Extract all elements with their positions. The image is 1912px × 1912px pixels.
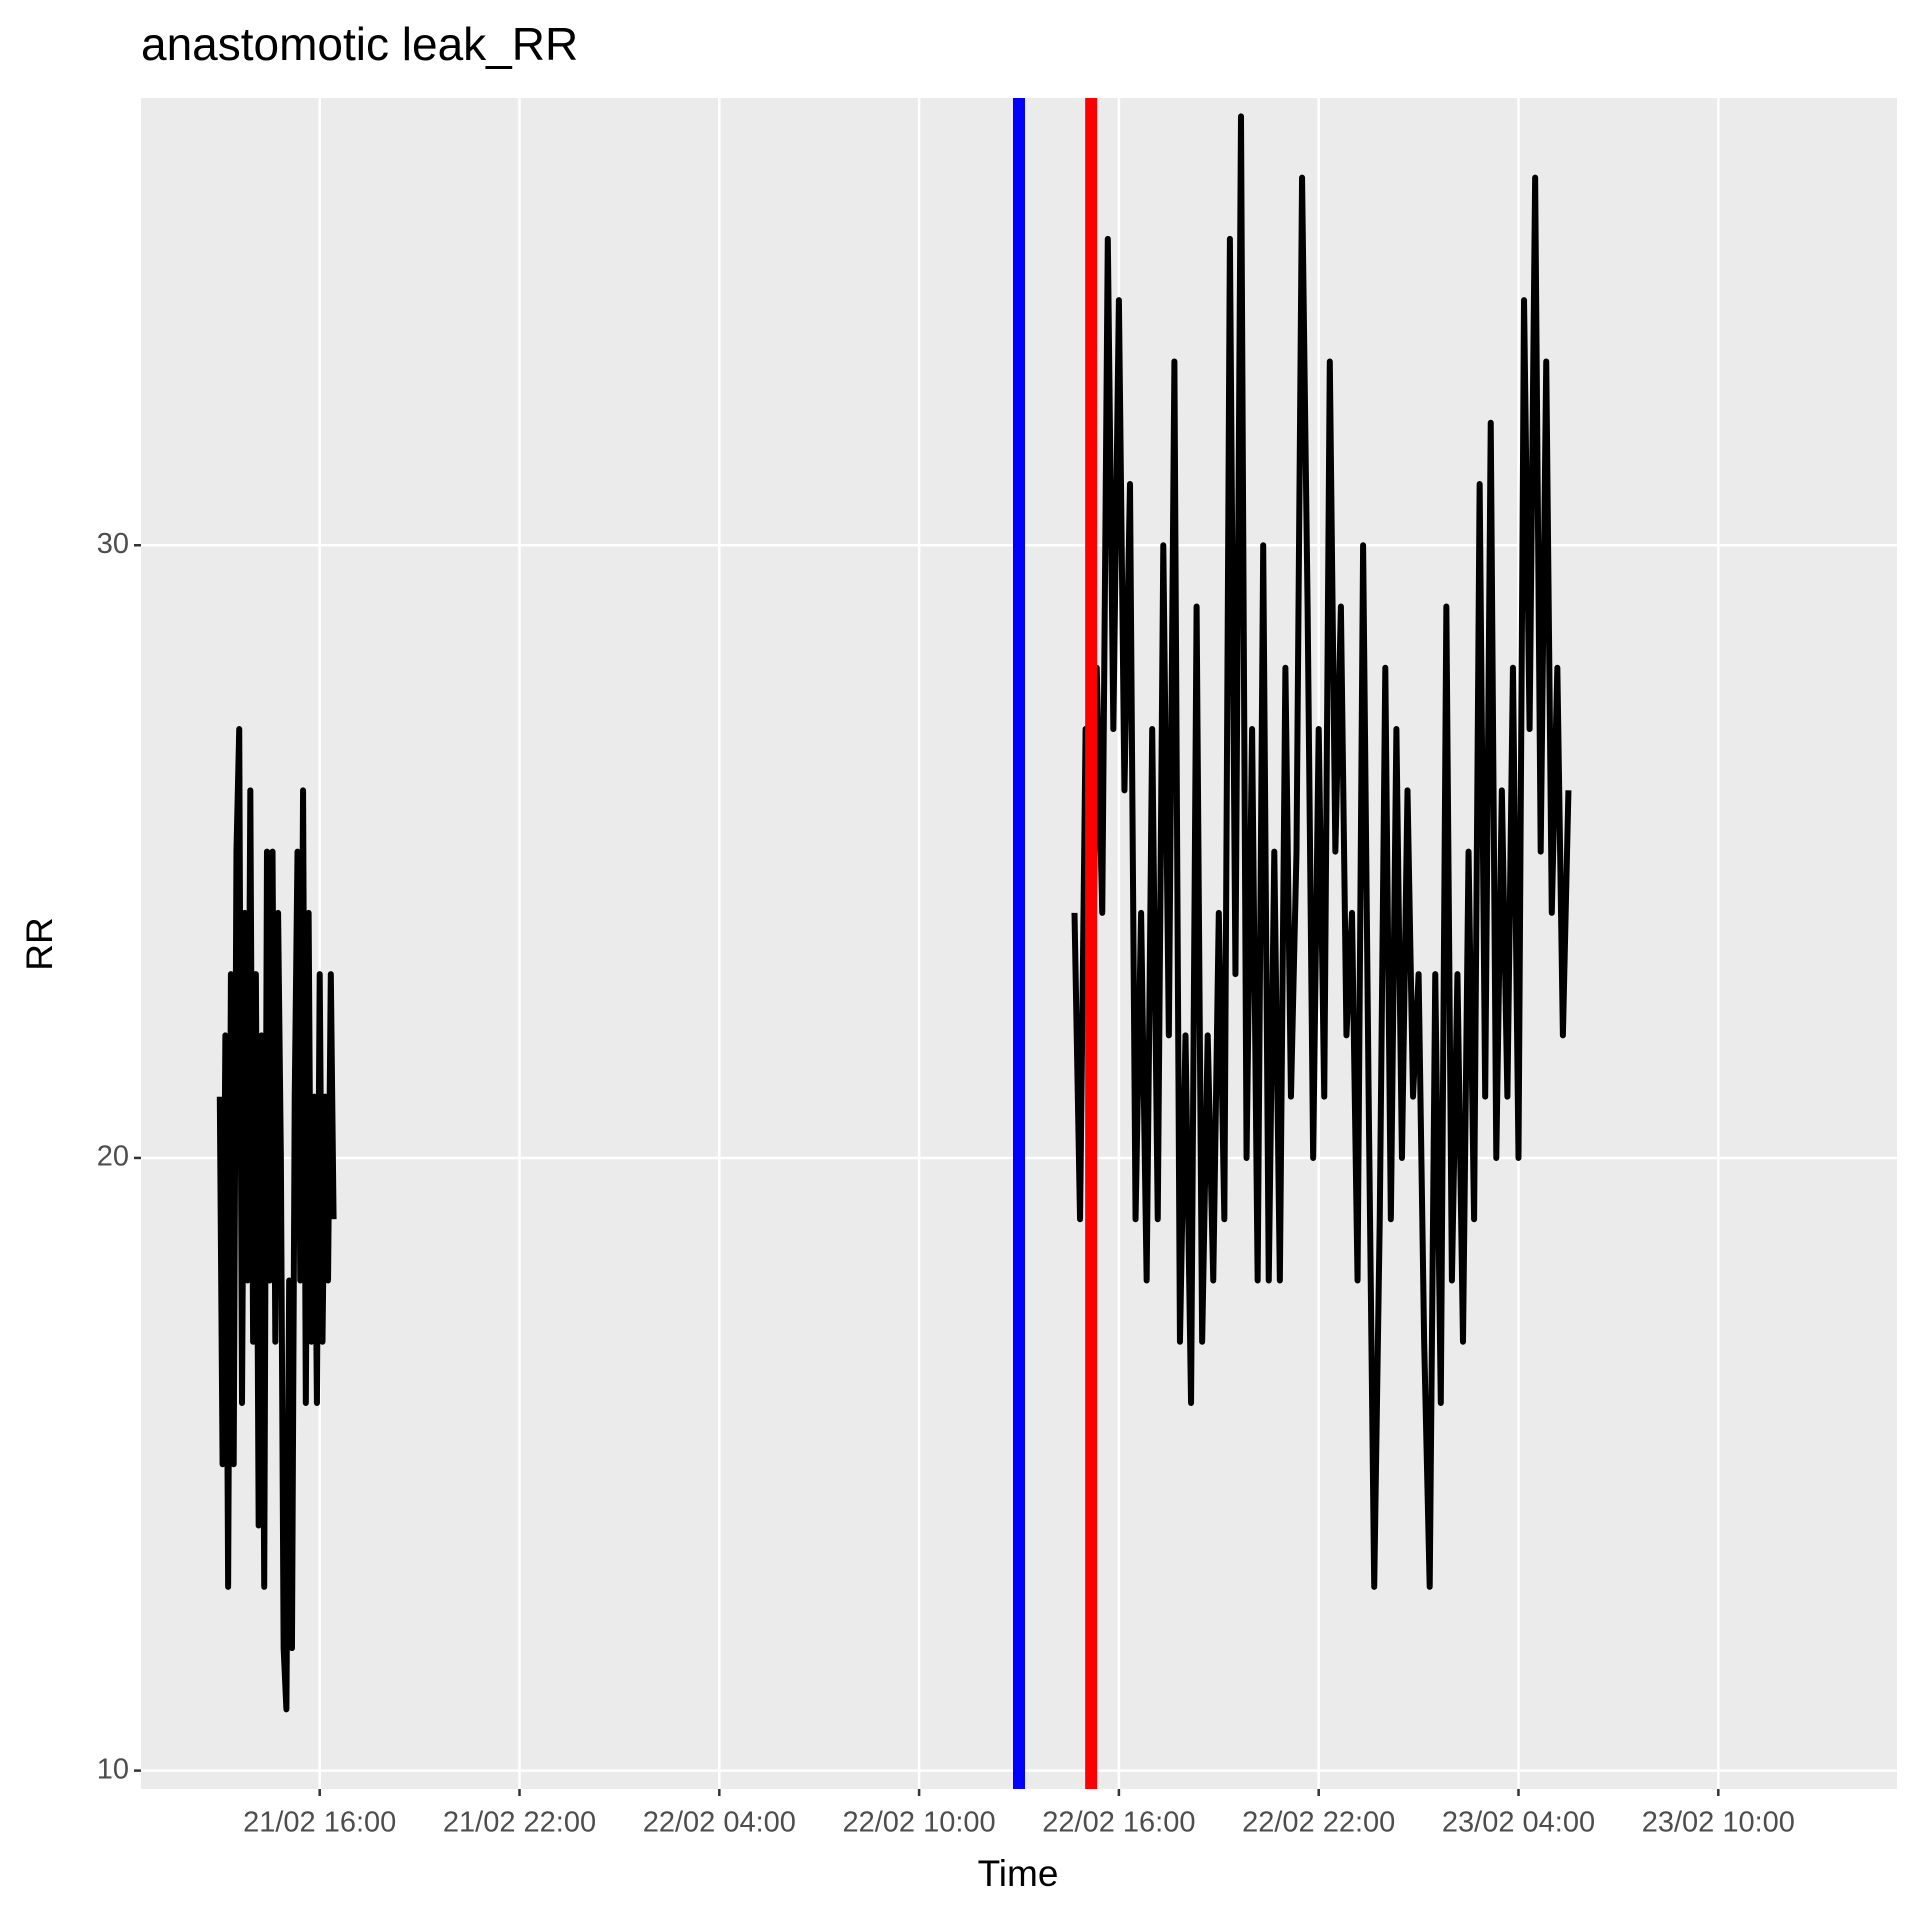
x-tick-label: 21/02 16:00 bbox=[243, 1807, 396, 1839]
x-tick-label: 23/02 04:00 bbox=[1442, 1807, 1595, 1839]
x-tick-label: 22/02 10:00 bbox=[842, 1807, 995, 1839]
x-tick-label: 22/02 22:00 bbox=[1242, 1807, 1395, 1839]
y-tick-label: 20 bbox=[97, 1141, 129, 1173]
x-tick-label: 21/02 22:00 bbox=[443, 1807, 596, 1839]
data-line bbox=[216, 113, 1572, 1713]
y-axis-label: RR bbox=[19, 917, 60, 970]
x-tick-label: 22/02 16:00 bbox=[1042, 1807, 1195, 1839]
y-tick-label: 30 bbox=[97, 528, 129, 560]
chart-title: anastomotic leak_RR bbox=[141, 18, 578, 70]
y-tick-label: 10 bbox=[97, 1753, 129, 1785]
x-tick-label: 22/02 04:00 bbox=[643, 1807, 796, 1839]
x-tick-label: 23/02 10:00 bbox=[1642, 1807, 1795, 1839]
x-axis-label: Time bbox=[978, 1853, 1059, 1894]
